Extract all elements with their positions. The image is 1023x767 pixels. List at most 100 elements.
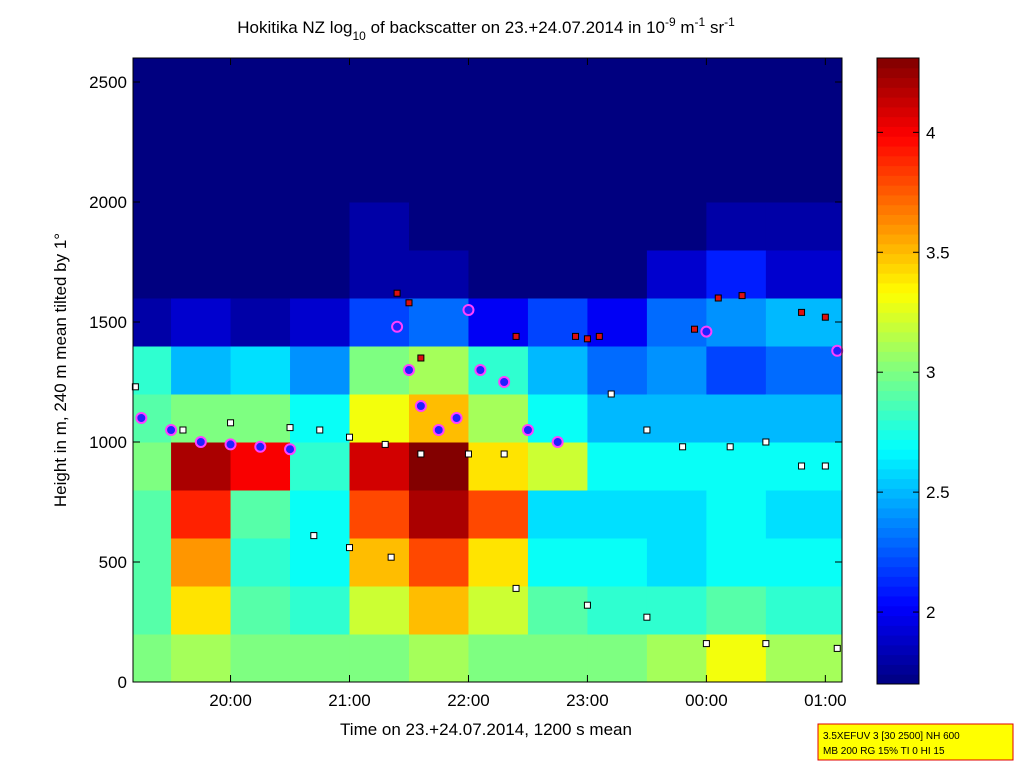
heat-cell — [706, 106, 767, 155]
y-tick-label: 0 — [118, 673, 127, 692]
layer-point — [607, 390, 615, 398]
heat-cell — [527, 442, 588, 491]
heat-cell — [468, 58, 529, 107]
colorbar-step — [877, 116, 919, 127]
heat-cell — [290, 106, 351, 155]
layer-point — [726, 443, 734, 451]
colorbar-step — [877, 165, 919, 176]
colorbar-step — [877, 468, 919, 480]
x-tick-label: 23:00 — [566, 691, 609, 710]
colorbar-step — [877, 273, 919, 284]
layer-point — [572, 332, 580, 340]
heat-cell — [230, 298, 291, 347]
layer-point — [738, 292, 746, 300]
colorbar-step — [877, 322, 919, 333]
colorbar-step — [877, 625, 919, 636]
heat-cell — [349, 346, 410, 395]
colorbar-step — [877, 410, 919, 421]
layer-point — [402, 364, 415, 376]
heat-cell — [706, 538, 767, 587]
heat-cell — [765, 106, 843, 155]
heat-cell — [706, 490, 767, 539]
colorbar-step — [877, 155, 919, 167]
layer-point — [798, 462, 806, 470]
layer-point — [643, 613, 651, 621]
heat-cell — [290, 58, 351, 107]
heat-cell — [171, 250, 232, 299]
layer-point — [500, 450, 508, 458]
heat-cell — [587, 634, 648, 683]
heat-cell — [468, 394, 529, 443]
heat-cell — [230, 394, 291, 443]
heat-cell — [349, 202, 410, 251]
layer-point — [432, 424, 445, 436]
colorbar-step — [877, 507, 919, 519]
layer-point — [316, 426, 324, 434]
heat-cell — [290, 490, 351, 539]
colorbar-step — [877, 302, 919, 313]
heat-cell — [349, 394, 410, 443]
colorbar-step — [877, 635, 919, 646]
colorbar-step — [877, 224, 919, 235]
heat-cell — [646, 298, 707, 347]
heat-cell — [133, 154, 172, 203]
layer-point — [583, 335, 591, 343]
title-part: -9 — [665, 15, 676, 29]
heat-cell — [587, 346, 648, 395]
y-axis-label: Height in m, 240 m mean tilted by 1° — [51, 233, 70, 507]
layer-point — [700, 325, 713, 338]
heat-cell — [408, 586, 469, 635]
heat-cell — [349, 538, 410, 587]
layer-point — [512, 332, 520, 340]
heat-cell — [706, 442, 767, 491]
title-part: of backscatter on 23.+24.07.2014 in 10 — [366, 18, 665, 37]
heat-cell — [133, 586, 172, 635]
layer-point — [346, 433, 354, 441]
heat-cell — [408, 538, 469, 587]
colorbar-step — [877, 312, 919, 323]
colorbar-step — [877, 429, 919, 440]
layer-point — [405, 299, 413, 307]
colorbar-step — [877, 674, 919, 685]
layer-point — [227, 419, 235, 427]
layer-point — [462, 304, 475, 316]
colorbar-frame — [876, 57, 920, 685]
heat-cell — [408, 298, 469, 347]
heat-cell — [527, 250, 588, 299]
colorbar-step — [877, 234, 919, 245]
colorbar-step — [877, 576, 919, 587]
title-part: -1 — [724, 15, 735, 29]
colorbar-step — [877, 537, 919, 548]
heat-cell — [408, 634, 469, 683]
heat-cell — [290, 298, 351, 347]
heat-cell — [527, 634, 588, 683]
heat-cell — [706, 298, 767, 347]
heat-cell — [765, 58, 843, 107]
heat-cell — [230, 538, 291, 587]
colorbar-step — [877, 547, 919, 558]
colorbar-step — [877, 615, 919, 626]
x-axis-label: Time on 23.+24.07.2014, 1200 s mean — [340, 720, 632, 739]
heat-cell — [587, 106, 648, 155]
colorbar-tick-label: 3.5 — [926, 243, 950, 262]
colorbar-step — [877, 556, 919, 568]
layer-point — [831, 344, 844, 357]
title-part: m — [676, 18, 695, 37]
y-tick-label: 2000 — [89, 193, 127, 212]
heat-cell — [349, 58, 410, 107]
heat-cell — [290, 250, 351, 299]
layer-point — [643, 426, 651, 434]
layer-point — [551, 436, 564, 448]
colorbar-step — [877, 97, 919, 108]
heat-cell — [527, 394, 588, 443]
colorbar-step — [877, 664, 919, 675]
heat-cell — [765, 346, 843, 395]
heat-cell — [587, 538, 648, 587]
heat-cell — [646, 154, 707, 203]
y-tick-label: 500 — [99, 553, 127, 572]
heat-cell — [527, 346, 588, 395]
heat-cell — [587, 154, 648, 203]
heat-cell — [646, 538, 707, 587]
heat-cell — [765, 538, 843, 587]
